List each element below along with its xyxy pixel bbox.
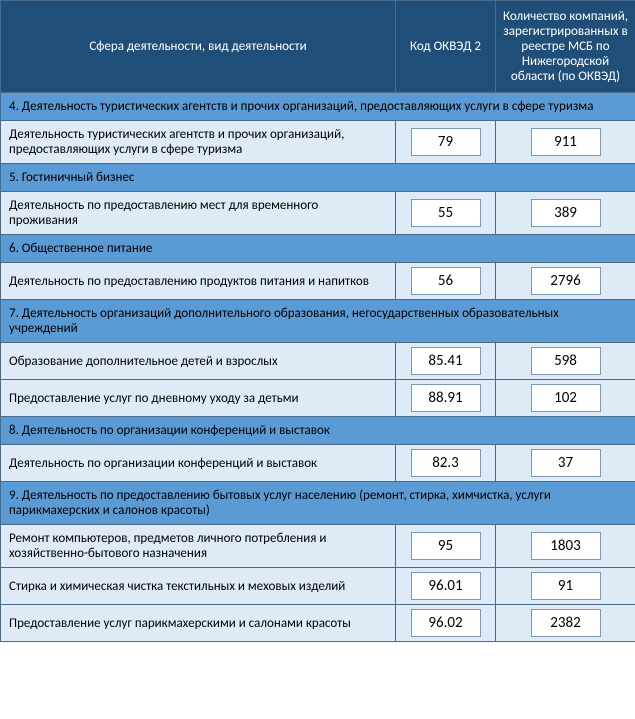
code-value: 95 xyxy=(411,532,481,560)
count-value: 911 xyxy=(531,128,601,156)
header-code: Код ОКВЭД 2 xyxy=(396,1,496,93)
activity-desc: Деятельность по предоставлению продуктов… xyxy=(1,263,396,300)
activity-desc: Стирка и химическая чистка текстильных и… xyxy=(1,568,396,605)
code-value: 55 xyxy=(411,199,481,227)
count-value: 2796 xyxy=(531,267,601,295)
section-title: 8. Деятельность по организации конференц… xyxy=(1,417,635,445)
code-value: 85.41 xyxy=(411,347,481,375)
count-cell: 911 xyxy=(496,121,635,164)
count-cell: 37 xyxy=(496,445,635,482)
section-row: 5. Гостиничный бизнес xyxy=(1,164,635,192)
code-value: 88.91 xyxy=(411,384,481,412)
activity-desc: Деятельность по организации конференций … xyxy=(1,445,396,482)
count-value: 598 xyxy=(531,347,601,375)
code-cell: 85.41 xyxy=(396,343,496,380)
count-value: 102 xyxy=(531,384,601,412)
activity-desc: Ремонт компьютеров, предметов личного по… xyxy=(1,525,396,568)
code-value: 96.01 xyxy=(411,572,481,600)
code-cell: 96.01 xyxy=(396,568,496,605)
section-title: 9. Деятельность по предоставлению бытовы… xyxy=(1,482,635,525)
activity-desc: Деятельность по предоставлению мест для … xyxy=(1,192,396,235)
code-value: 56 xyxy=(411,267,481,295)
table-row: Деятельность по предоставлению продуктов… xyxy=(1,263,635,300)
activity-desc: Деятельность туристических агентств и пр… xyxy=(1,121,396,164)
header-row: Сфера деятельности, вид деятельности Код… xyxy=(1,1,635,93)
code-cell: 88.91 xyxy=(396,380,496,417)
header-activity: Сфера деятельности, вид деятельности xyxy=(1,1,396,93)
section-row: 8. Деятельность по организации конференц… xyxy=(1,417,635,445)
activity-desc: Образование дополнительное детей и взрос… xyxy=(1,343,396,380)
count-cell: 389 xyxy=(496,192,635,235)
code-cell: 95 xyxy=(396,525,496,568)
section-row: 9. Деятельность по предоставлению бытовы… xyxy=(1,482,635,525)
header-count: Количество компаний, зарегистрированных … xyxy=(496,1,635,93)
code-cell: 96.02 xyxy=(396,605,496,642)
table-row: Образование дополнительное детей и взрос… xyxy=(1,343,635,380)
count-cell: 2796 xyxy=(496,263,635,300)
code-cell: 56 xyxy=(396,263,496,300)
count-value: 37 xyxy=(531,449,601,477)
code-value: 82.3 xyxy=(411,449,481,477)
table-row: Деятельность по организации конференций … xyxy=(1,445,635,482)
code-cell: 55 xyxy=(396,192,496,235)
count-cell: 2382 xyxy=(496,605,635,642)
code-cell: 79 xyxy=(396,121,496,164)
section-title: 5. Гостиничный бизнес xyxy=(1,164,635,192)
count-cell: 91 xyxy=(496,568,635,605)
table-row: Предоставление услуг по дневному уходу з… xyxy=(1,380,635,417)
table-row: Ремонт компьютеров, предметов личного по… xyxy=(1,525,635,568)
section-title: 4. Деятельность туристических агентств и… xyxy=(1,93,635,121)
activity-desc: Предоставление услуг по дневному уходу з… xyxy=(1,380,396,417)
count-value: 389 xyxy=(531,199,601,227)
section-title: 7. Деятельность организаций дополнительн… xyxy=(1,300,635,343)
count-cell: 598 xyxy=(496,343,635,380)
section-row: 4. Деятельность туристических агентств и… xyxy=(1,93,635,121)
section-title: 6. Общественное питание xyxy=(1,235,635,263)
table-row: Деятельность туристических агентств и пр… xyxy=(1,121,635,164)
okved-table: Сфера деятельности, вид деятельности Код… xyxy=(0,0,635,642)
section-row: 7. Деятельность организаций дополнительн… xyxy=(1,300,635,343)
count-value: 1803 xyxy=(531,532,601,560)
count-cell: 1803 xyxy=(496,525,635,568)
code-value: 96.02 xyxy=(411,609,481,637)
activity-desc: Предоставление услуг парикмахерскими и с… xyxy=(1,605,396,642)
table-row: Стирка и химическая чистка текстильных и… xyxy=(1,568,635,605)
count-cell: 102 xyxy=(496,380,635,417)
code-value: 79 xyxy=(411,128,481,156)
section-row: 6. Общественное питание xyxy=(1,235,635,263)
count-value: 2382 xyxy=(531,609,601,637)
count-value: 91 xyxy=(531,572,601,600)
code-cell: 82.3 xyxy=(396,445,496,482)
table-row: Предоставление услуг парикмахерскими и с… xyxy=(1,605,635,642)
table-row: Деятельность по предоставлению мест для … xyxy=(1,192,635,235)
